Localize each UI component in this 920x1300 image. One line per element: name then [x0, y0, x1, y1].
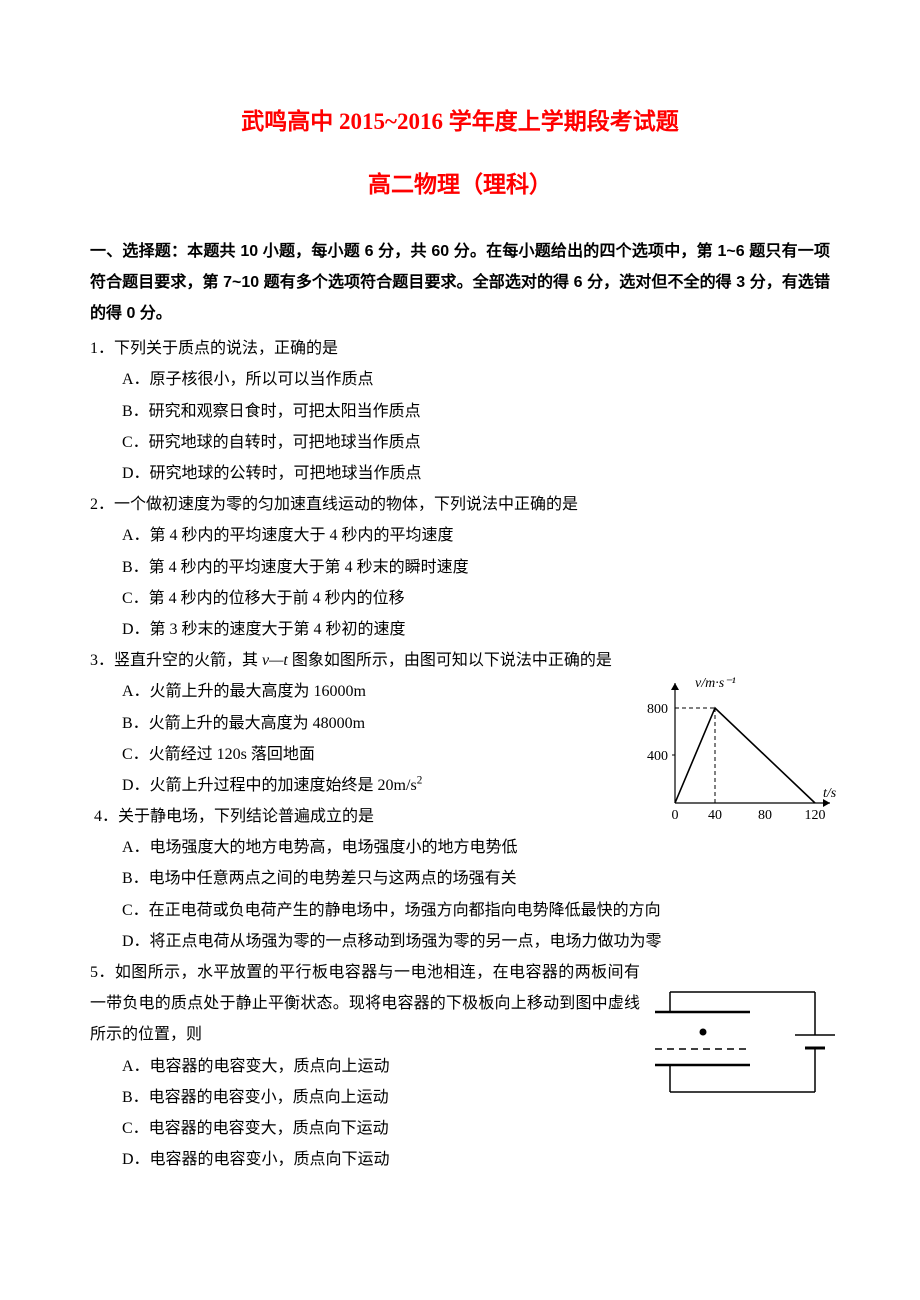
superscript-2: 2	[417, 775, 423, 787]
option-d: D．第 3 秒末的速度大于第 4 秒初的速度	[90, 614, 830, 645]
xtick-40: 40	[708, 808, 722, 823]
section-instructions: 一、选择题：本题共 10 小题，每小题 6 分，共 60 分。在每小题给出的四个…	[90, 236, 830, 330]
title-line-2: 高二物理（理科）	[90, 163, 830, 208]
option-b: B．电场中任意两点之间的电势差只与这两点的场强有关	[90, 863, 830, 894]
title-line-1: 武鸣高中 2015~2016 学年度上学期段考试题	[90, 100, 830, 145]
x-axis-label: t/s	[823, 786, 837, 801]
question-text-prefix: 竖直升空的火箭，其	[114, 652, 262, 669]
ytick-400: 400	[647, 749, 668, 764]
question-3: 3．竖直升空的火箭，其 v—t 图象如图所示，由图可知以下说法中正确的是 A．火…	[90, 645, 830, 801]
origin-0: 0	[672, 808, 679, 823]
question-5: 5．如图所示，水平放置的平行板电容器与一电池相连，在电容器的两板间有一带负电的质…	[90, 957, 830, 1175]
question-text: 下列关于质点的说法，正确的是	[114, 340, 338, 357]
option-c: C．在正电荷或负电荷产生的静电场中，场强方向都指向电势降低最快的方向	[90, 895, 830, 926]
question-number: 4．	[94, 808, 118, 825]
option-b: B．研究和观察日食时，可把太阳当作质点	[90, 396, 830, 427]
option-d-text: D．火箭上升过程中的加速度始终是 20m/s	[122, 777, 417, 794]
option-b: B．第 4 秒内的平均速度大于第 4 秒末的瞬时速度	[90, 552, 830, 583]
question-text: 一个做初速度为零的匀加速直线运动的物体，下列说法中正确的是	[114, 496, 578, 513]
ytick-800: 800	[647, 702, 668, 717]
option-a: A．原子核很小，所以可以当作质点	[90, 364, 830, 395]
xtick-80: 80	[758, 808, 772, 823]
y-axis-label: v/m·s⁻¹	[695, 676, 736, 691]
vt-graph: 400 800 40 80 120 0 v/m·s⁻¹ t/s	[640, 673, 840, 844]
option-a: A．第 4 秒内的平均速度大于 4 秒内的平均速度	[90, 520, 830, 551]
question-number: 3．	[90, 652, 114, 669]
option-c: C．研究地球的自转时，可把地球当作质点	[90, 427, 830, 458]
question-text-var: v—t	[262, 652, 288, 669]
xtick-120: 120	[805, 808, 826, 823]
question-stem: 2．一个做初速度为零的匀加速直线运动的物体，下列说法中正确的是	[90, 489, 830, 520]
option-d: D．电容器的电容变小，质点向下运动	[90, 1144, 830, 1175]
option-d: D．将正点电荷从场强为零的一点移动到场强为零的另一点，电场力做功为零	[90, 926, 830, 957]
question-text-suffix: 图象如图所示，由图可知以下说法中正确的是	[288, 652, 612, 669]
question-1: 1．下列关于质点的说法，正确的是 A．原子核很小，所以可以当作质点 B．研究和观…	[90, 333, 830, 489]
option-c: C．第 4 秒内的位移大于前 4 秒内的位移	[90, 583, 830, 614]
question-stem: 3．竖直升空的火箭，其 v—t 图象如图所示，由图可知以下说法中正确的是	[90, 645, 830, 676]
capacitor-circuit-diagram	[655, 977, 840, 1118]
question-number: 5．	[90, 964, 115, 981]
question-number: 1．	[90, 340, 114, 357]
question-number: 2．	[90, 496, 114, 513]
question-text: 如图所示，水平放置的平行板电容器与一电池相连，在电容器的两板间有一带负电的质点处…	[90, 964, 640, 1043]
question-2: 2．一个做初速度为零的匀加速直线运动的物体，下列说法中正确的是 A．第 4 秒内…	[90, 489, 830, 645]
question-stem: 1．下列关于质点的说法，正确的是	[90, 333, 830, 364]
question-text: 关于静电场，下列结论普遍成立的是	[118, 808, 374, 825]
option-d: D．研究地球的公转时，可把地球当作质点	[90, 458, 830, 489]
